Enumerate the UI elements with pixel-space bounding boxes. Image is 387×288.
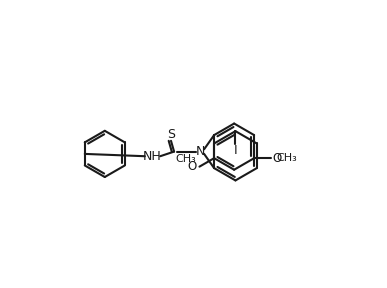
Text: NH: NH — [143, 150, 162, 163]
Text: O: O — [272, 152, 282, 165]
Text: S: S — [167, 128, 175, 141]
Text: N: N — [195, 145, 205, 158]
Text: O: O — [187, 160, 196, 173]
Text: CH₃: CH₃ — [175, 154, 196, 164]
Text: I: I — [234, 144, 237, 157]
Text: CH₃: CH₃ — [276, 153, 297, 163]
